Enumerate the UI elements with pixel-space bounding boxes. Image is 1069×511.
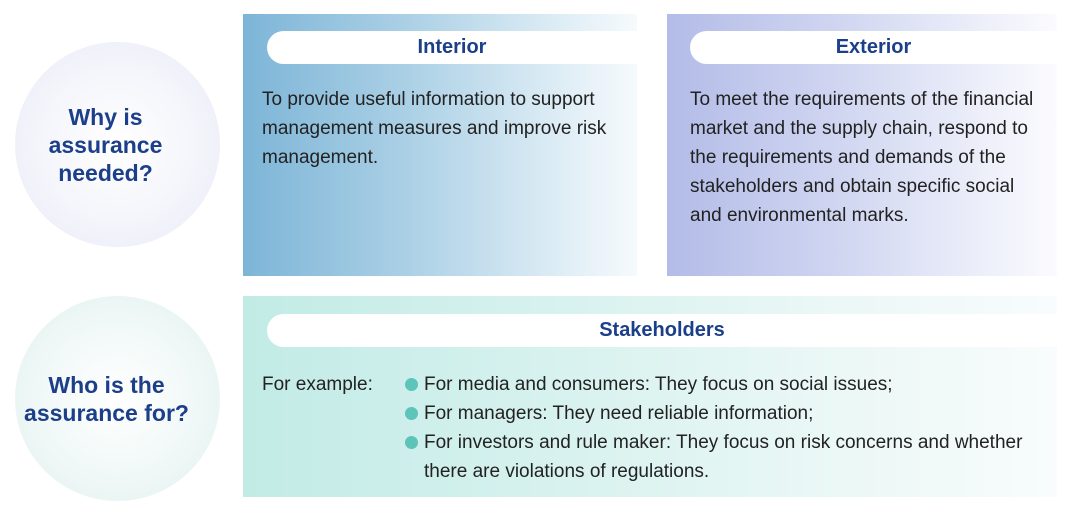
bullet-dot-icon	[405, 378, 418, 391]
why-assurance-question: Why is assurance needed?	[48, 103, 163, 186]
interior-panel: Interior To provide useful information t…	[243, 14, 637, 276]
for-example-label: For example:	[262, 374, 373, 395]
who-assurance-question: Who is the assurance for?	[24, 371, 189, 426]
exterior-panel: Exterior To meet the requirements of the…	[667, 14, 1057, 276]
why-assurance-circle: Why is assurance needed?	[15, 42, 220, 247]
interior-title: Interior	[267, 31, 637, 64]
bullet-dot-icon	[405, 407, 418, 420]
stakeholders-title: Stakeholders	[267, 314, 1057, 347]
stakeholder-item-managers: For managers: They need reliable informa…	[405, 399, 1045, 428]
stakeholders-panel: Stakeholders For example: For media and …	[243, 296, 1057, 497]
bullet-dot-icon	[405, 436, 418, 449]
stakeholder-item-text: For media and consumers: They focus on s…	[424, 374, 893, 395]
stakeholder-item-text: For managers: They need reliable informa…	[424, 403, 814, 424]
interior-text: To provide useful information to support…	[262, 89, 607, 168]
exterior-text: To meet the requirements of the financia…	[690, 89, 1034, 226]
stakeholder-item-text: For investors and rule maker: They focus…	[424, 432, 1023, 482]
stakeholder-list: For media and consumers: They focus on s…	[405, 370, 1045, 486]
exterior-title: Exterior	[690, 31, 1057, 64]
stakeholder-item-investors: For investors and rule maker: They focus…	[405, 428, 1045, 486]
stakeholder-item-media: For media and consumers: They focus on s…	[405, 370, 1045, 399]
who-assurance-circle: Who is the assurance for?	[15, 296, 220, 501]
